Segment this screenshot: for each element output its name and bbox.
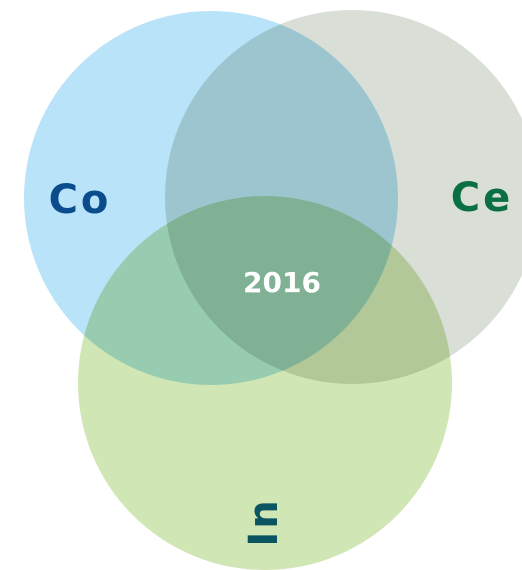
center-label: 2016 <box>243 266 321 299</box>
circles <box>24 10 522 570</box>
circle-in <box>78 196 452 570</box>
set-label: Ce <box>451 175 513 221</box>
set-label: Co <box>49 177 112 223</box>
set-label: In <box>241 497 287 546</box>
